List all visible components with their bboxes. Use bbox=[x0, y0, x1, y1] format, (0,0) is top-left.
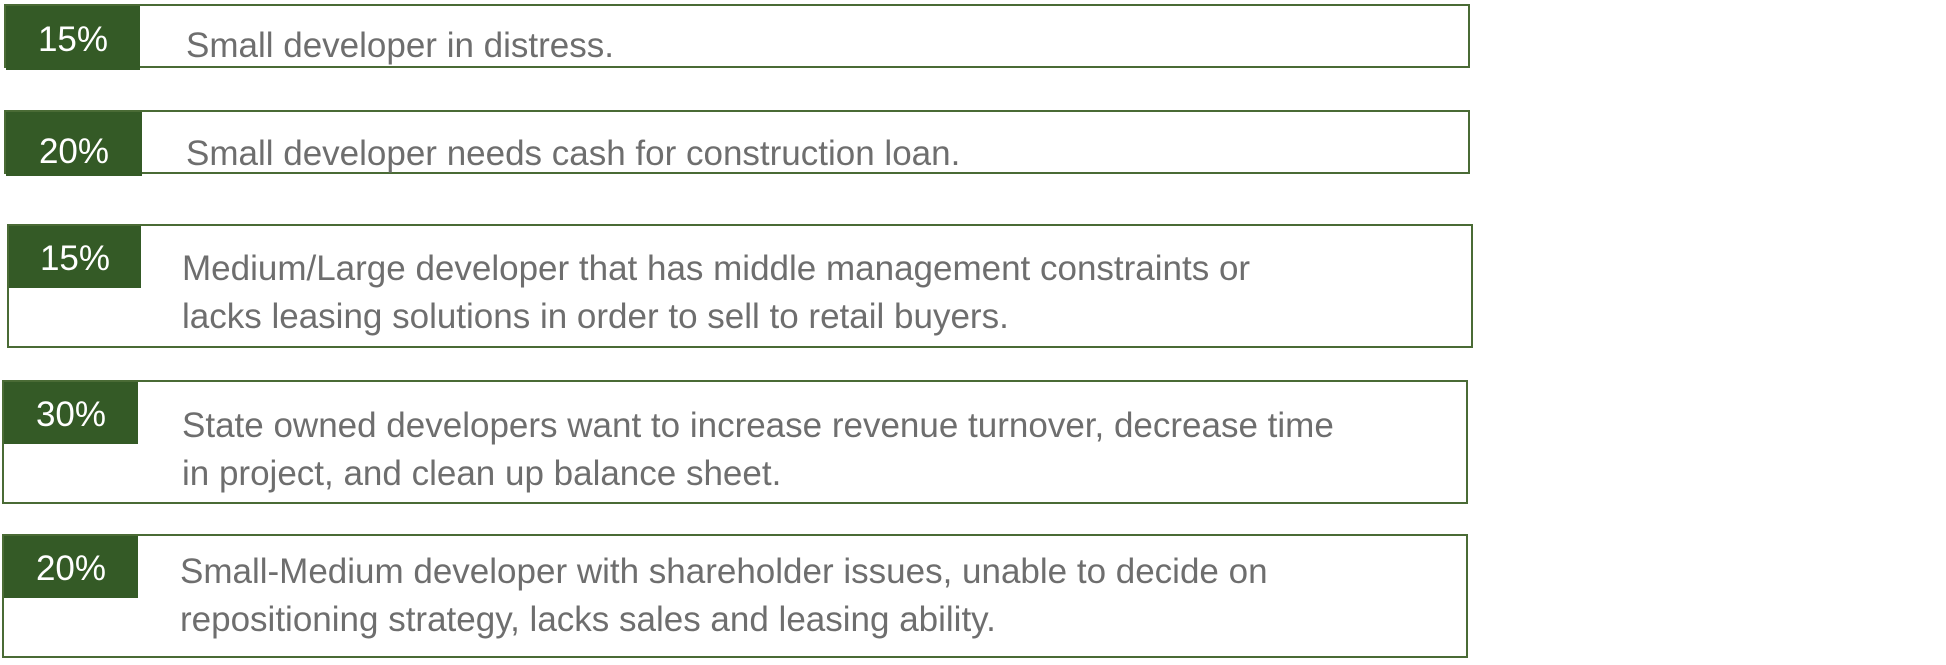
segment-description: Small developer in distress. bbox=[186, 22, 614, 70]
segment-card: 20% Small developer needs cash for const… bbox=[4, 110, 1470, 176]
percent-badge: 30% bbox=[4, 382, 138, 444]
description-line: repositioning strategy, lacks sales and … bbox=[180, 600, 996, 639]
description-line: State owned developers want to increase … bbox=[182, 406, 1334, 445]
description-line: Small developer in distress. bbox=[186, 26, 614, 65]
segment-description: Medium/Large developer that has middle m… bbox=[182, 245, 1250, 341]
percent-badge: 20% bbox=[4, 536, 138, 598]
segment-card: 30% State owned developers want to incre… bbox=[2, 380, 1468, 504]
description-line: in project, and clean up balance sheet. bbox=[182, 454, 782, 493]
segment-description: Small-Medium developer with shareholder … bbox=[180, 548, 1268, 644]
segment-card: 20% Small-Medium developer with sharehol… bbox=[2, 534, 1468, 658]
segment-description: State owned developers want to increase … bbox=[182, 402, 1334, 498]
description-line: Medium/Large developer that has middle m… bbox=[182, 249, 1251, 288]
description-line: lacks leasing solutions in order to sell… bbox=[182, 297, 1009, 336]
description-line: Small-Medium developer with shareholder … bbox=[180, 552, 1268, 591]
segment-card: 15% Small developer in distress. bbox=[4, 4, 1470, 70]
description-line: Small developer needs cash for construct… bbox=[186, 134, 961, 173]
percent-badge: 15% bbox=[6, 6, 140, 70]
percent-badge: 15% bbox=[9, 226, 141, 288]
percent-badge: 20% bbox=[6, 112, 142, 176]
segment-card: 15% Medium/Large developer that has midd… bbox=[7, 224, 1473, 348]
segment-description: Small developer needs cash for construct… bbox=[186, 130, 960, 178]
